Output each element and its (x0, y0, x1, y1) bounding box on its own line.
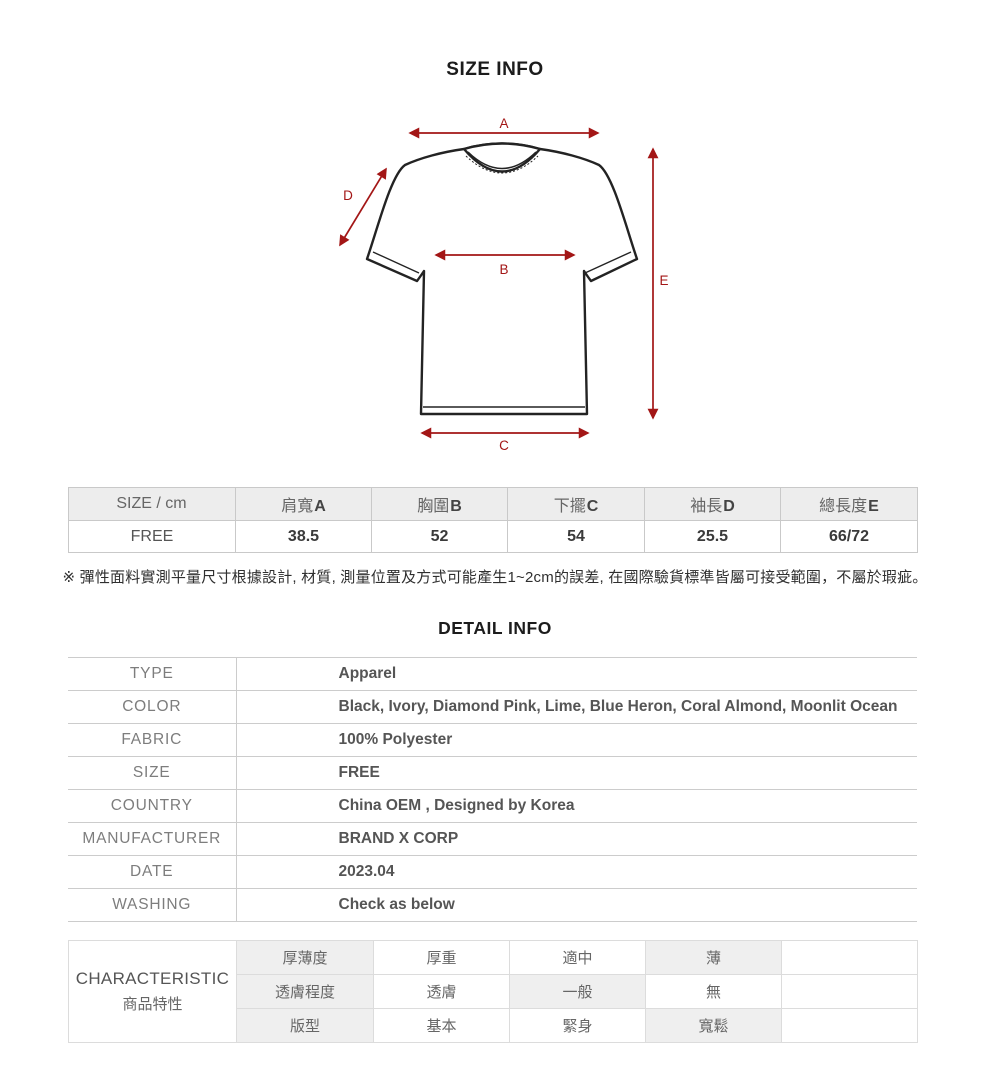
char-option: 厚重 (373, 940, 510, 975)
detail-value: BRAND X CORP (236, 822, 917, 856)
detail-row-country: COUNTRY China OEM , Designed by Korea (68, 789, 917, 823)
characteristic-table: CHARACTERISTIC 商品特性 厚薄度 厚重 適中 薄 透膚程度 透膚 … (68, 940, 918, 1043)
label-c: C (499, 438, 509, 453)
char-option: 薄 (645, 940, 782, 975)
detail-row-size: SIZE FREE (68, 756, 917, 790)
size-table: SIZE / cm 肩寬A 胸圍B 下擺C 袖長D 總長度E FREE 38.5… (68, 487, 918, 553)
char-category: 版型 (236, 1008, 374, 1043)
size-table-data-row: FREE 38.5 52 54 25.5 66/72 (68, 520, 918, 553)
detail-row-washing: WASHING Check as below (68, 888, 917, 922)
characteristic-label: CHARACTERISTIC 商品特性 (68, 940, 237, 1043)
char-category: 厚薄度 (236, 940, 374, 975)
char-row-thickness: CHARACTERISTIC 商品特性 厚薄度 厚重 適中 薄 (68, 940, 918, 1043)
label-a: A (499, 116, 508, 131)
detail-value: Apparel (236, 657, 917, 691)
detail-value: China OEM , Designed by Korea (236, 789, 917, 823)
detail-label: FABRIC (68, 723, 237, 757)
size-col-header: SIZE / cm (68, 487, 236, 521)
detail-label: COUNTRY (68, 789, 237, 823)
detail-row-color: COLOR Black, Ivory, Diamond Pink, Lime, … (68, 690, 917, 724)
arrow-d (339, 167, 387, 247)
detail-info-title: DETAIL INFO (438, 618, 552, 638)
label-e: E (659, 273, 668, 288)
hem-header: 下擺C (507, 487, 645, 521)
measurement-arrows (339, 127, 659, 439)
char-option: 一般 (509, 974, 646, 1009)
detail-label: COLOR (68, 690, 237, 724)
detail-value: 100% Polyester (236, 723, 917, 757)
char-option: 基本 (373, 1008, 510, 1043)
sleeve-header: 袖長D (644, 487, 781, 521)
measurement-tolerance-note: ※ 彈性面料實測平量尺寸根據設計, 材質, 測量位置及方式可能產生1~2cm的誤… (62, 569, 928, 586)
char-option-empty (781, 974, 918, 1009)
char-row-fit: 版型 基本 緊身 寬鬆 (69, 1008, 918, 1043)
detail-row-manufacturer: MANUFACTURER BRAND X CORP (68, 822, 917, 856)
char-row-sheerness: 透膚程度 透膚 一般 無 (69, 974, 918, 1009)
detail-label: SIZE (68, 756, 237, 790)
length-header: 總長度E (780, 487, 918, 521)
char-option: 透膚 (373, 974, 510, 1009)
tshirt-diagram-svg: A B C D E (339, 116, 669, 453)
char-option: 適中 (509, 940, 646, 975)
char-option-empty (781, 940, 918, 975)
characteristic-label-zh: 商品特性 (122, 996, 183, 1013)
collar (462, 142, 542, 173)
detail-label: MANUFACTURER (68, 822, 237, 856)
chest-header: 胸圍B (371, 487, 508, 521)
label-b: B (499, 262, 508, 277)
tshirt-outline (365, 142, 639, 416)
detail-table: TYPE Apparel COLOR Black, Ivory, Diamond… (68, 657, 917, 922)
detail-value: Check as below (236, 888, 917, 922)
char-option-empty (781, 1008, 918, 1043)
hem-value: 54 (507, 520, 645, 553)
shoulder-header: 肩寬A (235, 487, 372, 521)
characteristic-label-en: CHARACTERISTIC (75, 969, 230, 988)
detail-value: Black, Ivory, Diamond Pink, Lime, Blue H… (236, 690, 917, 724)
char-option: 寬鬆 (645, 1008, 782, 1043)
length-value: 66/72 (780, 520, 918, 553)
detail-value: FREE (236, 756, 917, 790)
sleeve-value: 25.5 (644, 520, 781, 553)
detail-label: WASHING (68, 888, 237, 922)
detail-row-date: DATE 2023.04 (68, 855, 917, 889)
shoulder-value: 38.5 (235, 520, 372, 553)
char-option: 無 (645, 974, 782, 1009)
size-info-title: SIZE INFO (446, 59, 544, 80)
char-option: 緊身 (509, 1008, 646, 1043)
detail-label: DATE (68, 855, 237, 889)
size-table-header-row: SIZE / cm 肩寬A 胸圍B 下擺C 袖長D 總長度E (68, 487, 918, 521)
char-category: 透膚程度 (236, 974, 374, 1009)
label-d: D (343, 188, 353, 203)
size-value: FREE (68, 520, 236, 553)
detail-value: 2023.04 (236, 855, 917, 889)
detail-row-fabric: FABRIC 100% Polyester (68, 723, 917, 757)
detail-label: TYPE (68, 657, 237, 691)
tshirt-measurement-diagram: A B C D E (0, 82, 990, 467)
detail-row-type: TYPE Apparel (68, 657, 917, 691)
chest-value: 52 (371, 520, 508, 553)
